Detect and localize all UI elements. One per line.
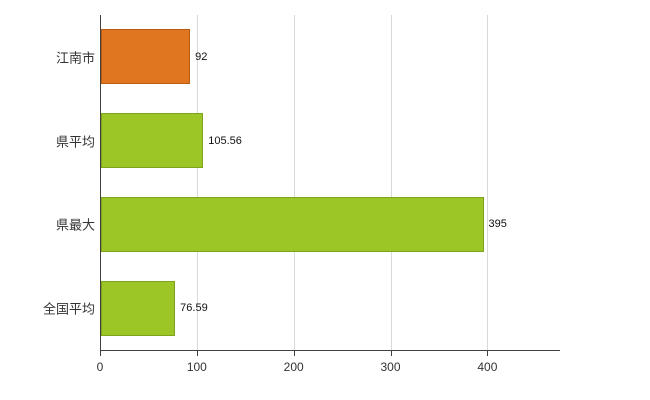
x-axis-tick-label: 0 xyxy=(96,360,104,374)
category-label: 江南市 xyxy=(55,50,95,66)
category-label: 県平均 xyxy=(55,134,95,150)
x-axis-tick-label: 100 xyxy=(186,360,207,374)
category-label: 全国平均 xyxy=(42,301,95,317)
x-axis-tick xyxy=(293,351,295,356)
x-axis-tick xyxy=(390,351,392,356)
bar-0[interactable] xyxy=(101,29,191,85)
y-axis-line xyxy=(100,15,101,350)
bar-1[interactable] xyxy=(101,113,204,169)
x-axis-line xyxy=(100,350,560,351)
x-axis-tick-label: 200 xyxy=(283,360,304,374)
gridline xyxy=(487,15,489,350)
value-label: 105.56 xyxy=(208,134,242,147)
x-axis-tick-label: 300 xyxy=(380,360,401,374)
x-axis-tick-label: 400 xyxy=(477,360,498,374)
x-axis-tick xyxy=(487,351,489,356)
gridline xyxy=(390,15,392,350)
x-axis-tick xyxy=(100,351,101,356)
value-label: 92 xyxy=(195,50,208,63)
value-label: 76.59 xyxy=(180,302,208,315)
plot-area: 0 100 200 300 400 92 105.56 395 76.59 xyxy=(97,15,560,374)
category-label: 県最大 xyxy=(55,217,95,233)
gridline xyxy=(293,15,295,350)
value-label: 395 xyxy=(488,218,507,231)
bar-2[interactable] xyxy=(101,196,484,252)
x-axis-tick xyxy=(196,351,198,356)
gridline xyxy=(196,15,198,350)
bar-3[interactable] xyxy=(101,280,176,336)
